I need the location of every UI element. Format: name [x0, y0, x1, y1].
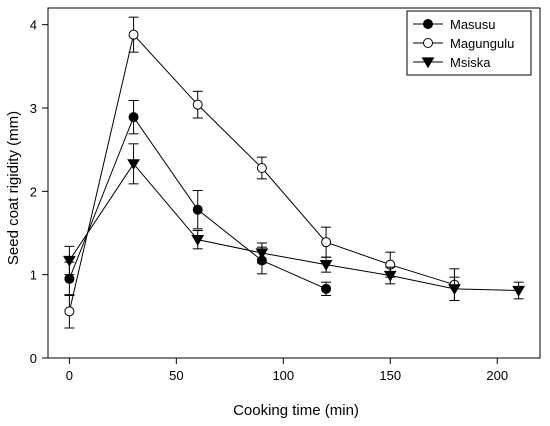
data-point-magungulu-2 — [192, 99, 203, 110]
legend-label: Msiska — [450, 55, 491, 70]
data-point-masusu-2 — [192, 204, 203, 215]
y-tick-label-0: 0 — [30, 351, 37, 366]
data-point-masusu-1 — [128, 112, 139, 123]
x-tick-label-0: 0 — [66, 368, 73, 383]
series-masusu — [64, 100, 332, 296]
data-point-msiska-7 — [512, 285, 525, 297]
data-point-masusu-0 — [64, 273, 75, 284]
plot-frame — [47, 7, 541, 359]
series-magungulu — [64, 16, 460, 329]
series-line-msiska — [68, 163, 519, 291]
data-point-msiska-6 — [448, 284, 461, 296]
data-point-msiska-3 — [255, 248, 269, 260]
legend-label: Masusu — [450, 17, 496, 32]
data-point-masusu-4 — [321, 283, 332, 294]
legend-marker — [423, 38, 433, 48]
data-point-magungulu-3 — [256, 163, 267, 173]
x-tick-label-2: 100 — [272, 368, 294, 383]
y-tick-label-2: 2 — [30, 184, 37, 199]
y-tick-label-3: 3 — [30, 101, 37, 116]
data-point-msiska-5 — [383, 270, 397, 282]
legend-item-msiska: Msiska — [413, 55, 491, 70]
data-point-msiska-2 — [191, 235, 205, 246]
x-tick-label-3: 150 — [379, 368, 401, 383]
data-point-msiska-1 — [127, 159, 140, 171]
y-tick-label-4: 4 — [30, 18, 37, 33]
y-axis-title: Seed coat rigidity (mm) — [5, 111, 22, 265]
data-point-magungulu-4 — [321, 237, 332, 248]
legend-item-masusu: Masusu — [413, 17, 496, 32]
series-layer — [63, 16, 525, 329]
data-point-magungulu-0 — [64, 306, 75, 317]
x-tick-label-1: 50 — [169, 368, 183, 383]
plot-area — [47, 7, 541, 359]
legend-label: Magungulu — [450, 36, 514, 51]
data-point-msiska-4 — [319, 260, 333, 271]
data-point-msiska-0 — [63, 255, 76, 267]
x-tick-label-4: 200 — [486, 368, 508, 383]
legend: Masusu Magungulu Msiska — [406, 10, 532, 76]
legend-marker — [423, 19, 433, 29]
data-point-magungulu-1 — [128, 29, 139, 40]
x-axis-title: Cooking time (min) — [233, 402, 359, 419]
series-msiska — [63, 143, 525, 301]
y-tick-label-1: 1 — [30, 268, 37, 283]
legend-item-magungulu: Magungulu — [413, 36, 514, 51]
legend-marker — [421, 57, 435, 69]
axes: 0 50 100 150 200 0 1 2 3 4 — [30, 18, 508, 383]
